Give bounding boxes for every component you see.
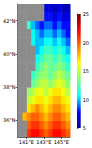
svg-text:42°N: 42°N	[3, 18, 16, 24]
svg-text:25: 25	[83, 11, 89, 17]
svg-text:15: 15	[83, 68, 89, 74]
svg-text:143°E: 143°E	[36, 139, 51, 145]
svg-text:10: 10	[83, 97, 89, 103]
svg-text:5: 5	[83, 125, 86, 131]
svg-text:40°N: 40°N	[3, 51, 16, 57]
svg-text:145°E: 145°E	[54, 139, 69, 145]
svg-text:20: 20	[83, 40, 89, 46]
svg-text:38°N: 38°N	[3, 84, 16, 90]
svg-text:141°E: 141°E	[19, 139, 34, 145]
svg-text:36°N: 36°N	[3, 117, 16, 123]
